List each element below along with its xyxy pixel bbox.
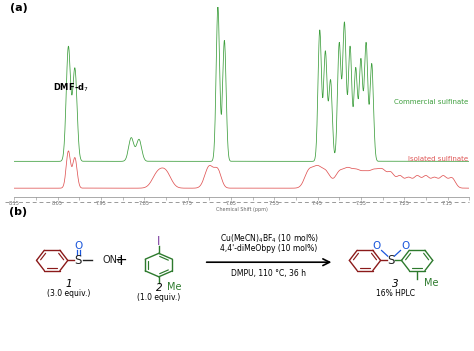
- Text: Isolated sulfinate: Isolated sulfinate: [408, 155, 468, 162]
- Text: 2: 2: [155, 283, 162, 293]
- Text: Me: Me: [167, 283, 182, 292]
- Text: Me: Me: [424, 278, 439, 288]
- Text: O: O: [373, 241, 381, 251]
- Text: 3: 3: [392, 278, 399, 289]
- Text: Commercial sulfinate: Commercial sulfinate: [394, 99, 468, 105]
- Text: S: S: [387, 254, 395, 267]
- Text: O: O: [74, 240, 82, 251]
- Text: (3.0 equiv.): (3.0 equiv.): [47, 289, 91, 298]
- Text: (b): (b): [9, 207, 27, 217]
- Text: (a): (a): [9, 3, 27, 13]
- Text: DMF-d$_7$: DMF-d$_7$: [53, 82, 89, 94]
- Text: 1: 1: [65, 278, 72, 289]
- Text: Cu(MeCN)$_4$BF$_4$ (10 mol%): Cu(MeCN)$_4$BF$_4$ (10 mol%): [219, 233, 319, 245]
- Text: O: O: [401, 241, 410, 251]
- Text: (1.0 equiv.): (1.0 equiv.): [137, 293, 181, 302]
- Text: +: +: [115, 253, 127, 268]
- Text: ONa: ONa: [103, 256, 124, 265]
- Text: I: I: [157, 235, 161, 248]
- X-axis label: Chemical Shift (ppm): Chemical Shift (ppm): [216, 207, 268, 212]
- Text: 16% HPLC: 16% HPLC: [376, 289, 415, 298]
- Text: S: S: [74, 254, 82, 267]
- Text: 4,4'-diMeObpy (10 mol%): 4,4'-diMeObpy (10 mol%): [220, 244, 318, 253]
- Text: DMPU, 110 °C, 36 h: DMPU, 110 °C, 36 h: [231, 269, 307, 278]
